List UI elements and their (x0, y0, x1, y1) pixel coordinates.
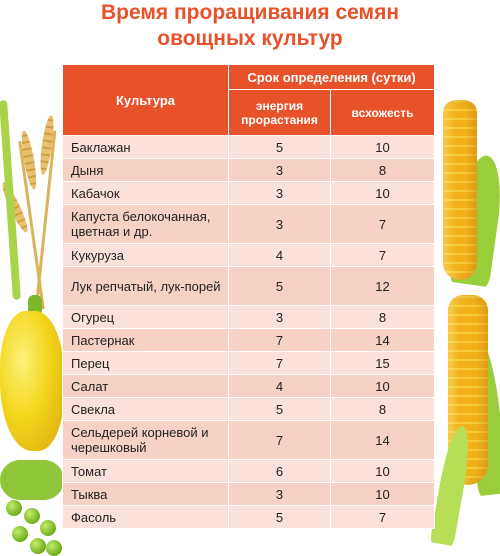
table-row: Кукуруза 4 7 (62, 243, 435, 267)
table-row: Пастернак 7 14 (62, 328, 435, 352)
table-row: Томат 6 10 (62, 459, 435, 483)
energy-value: 3 (228, 181, 331, 205)
table-row: Огурец 3 8 (62, 305, 435, 329)
germination-value: 8 (330, 158, 435, 182)
culture-name: Тыква (62, 482, 229, 506)
energy-value: 6 (228, 459, 331, 483)
energy-value: 5 (228, 266, 331, 306)
energy-value: 5 (228, 397, 331, 421)
table-row: Фасоль 5 7 (62, 505, 435, 529)
germination-value: 8 (330, 397, 435, 421)
germination-value: 10 (330, 181, 435, 205)
germination-value: 12 (330, 266, 435, 306)
energy-value: 5 (228, 505, 331, 529)
culture-name: Лук репчатый, лук-порей (62, 266, 229, 306)
table-row: Свекла 5 8 (62, 397, 435, 421)
energy-value: 7 (228, 328, 331, 352)
germination-table: Культура Срок определения (сутки) энерги… (62, 63, 435, 529)
energy-value: 3 (228, 305, 331, 329)
culture-name: Сельдерей корневой и черешковый (62, 420, 229, 460)
culture-name: Томат (62, 459, 229, 483)
table-row: Салат 4 10 (62, 374, 435, 398)
title-line-1: Время проращивания семян (100, 1, 400, 24)
energy-value: 3 (228, 482, 331, 506)
table-header-row: Культура Срок определения (сутки) (62, 63, 435, 136)
energy-value: 3 (228, 204, 331, 244)
page-title: Время проращивания семян овощных культур (0, 0, 500, 52)
culture-name: Капуста белокочанная, цветная и др. (62, 204, 229, 244)
table-row: Баклажан 5 10 (62, 135, 435, 159)
energy-value: 4 (228, 243, 331, 267)
culture-name: Баклажан (62, 135, 229, 159)
energy-value: 3 (228, 158, 331, 182)
culture-name: Фасоль (62, 505, 229, 529)
germination-value: 10 (330, 374, 435, 398)
germination-value: 8 (330, 305, 435, 329)
table-row: Сельдерей корневой и черешковый 7 14 (62, 420, 435, 460)
culture-name: Огурец (62, 305, 229, 329)
culture-name: Дыня (62, 158, 229, 182)
table-row: Лук репчатый, лук-порей 5 12 (62, 266, 435, 306)
germination-value: 10 (330, 135, 435, 159)
header-culture: Культура (62, 64, 229, 136)
germination-value: 14 (330, 420, 435, 460)
pepper-icon (0, 295, 64, 455)
header-period: Срок определения (сутки) (228, 63, 435, 91)
table-row: Капуста белокочанная, цветная и др. 3 7 (62, 204, 435, 244)
header-energy: энергия прорастания (228, 89, 331, 136)
table-row: Дыня 3 8 (62, 158, 435, 182)
corn-icon (429, 95, 500, 555)
germination-value: 7 (330, 505, 435, 529)
energy-value: 7 (228, 420, 331, 460)
energy-value: 5 (228, 135, 331, 159)
culture-name: Пастернак (62, 328, 229, 352)
table-subheader-row: энергия прорастания всхожесть (63, 89, 435, 136)
germination-value: 15 (330, 351, 435, 375)
culture-name: Свекла (62, 397, 229, 421)
culture-name: Салат (62, 374, 229, 398)
culture-name: Кукуруза (62, 243, 229, 267)
germination-value: 7 (330, 204, 435, 244)
culture-name: Кабачок (62, 181, 229, 205)
germination-value: 10 (330, 459, 435, 483)
table-row: Перец 7 15 (62, 351, 435, 375)
germination-value: 10 (330, 482, 435, 506)
energy-value: 7 (228, 351, 331, 375)
wheat-icon (0, 99, 62, 320)
germination-value: 14 (330, 328, 435, 352)
title-line-2: овощных культур (157, 27, 343, 50)
pea-icon (0, 450, 64, 556)
table-row: Тыква 3 10 (62, 482, 435, 506)
header-germination: всхожесть (330, 89, 435, 136)
culture-name: Перец (62, 351, 229, 375)
energy-value: 4 (228, 374, 331, 398)
table-row: Кабачок 3 10 (62, 181, 435, 205)
germination-value: 7 (330, 243, 435, 267)
